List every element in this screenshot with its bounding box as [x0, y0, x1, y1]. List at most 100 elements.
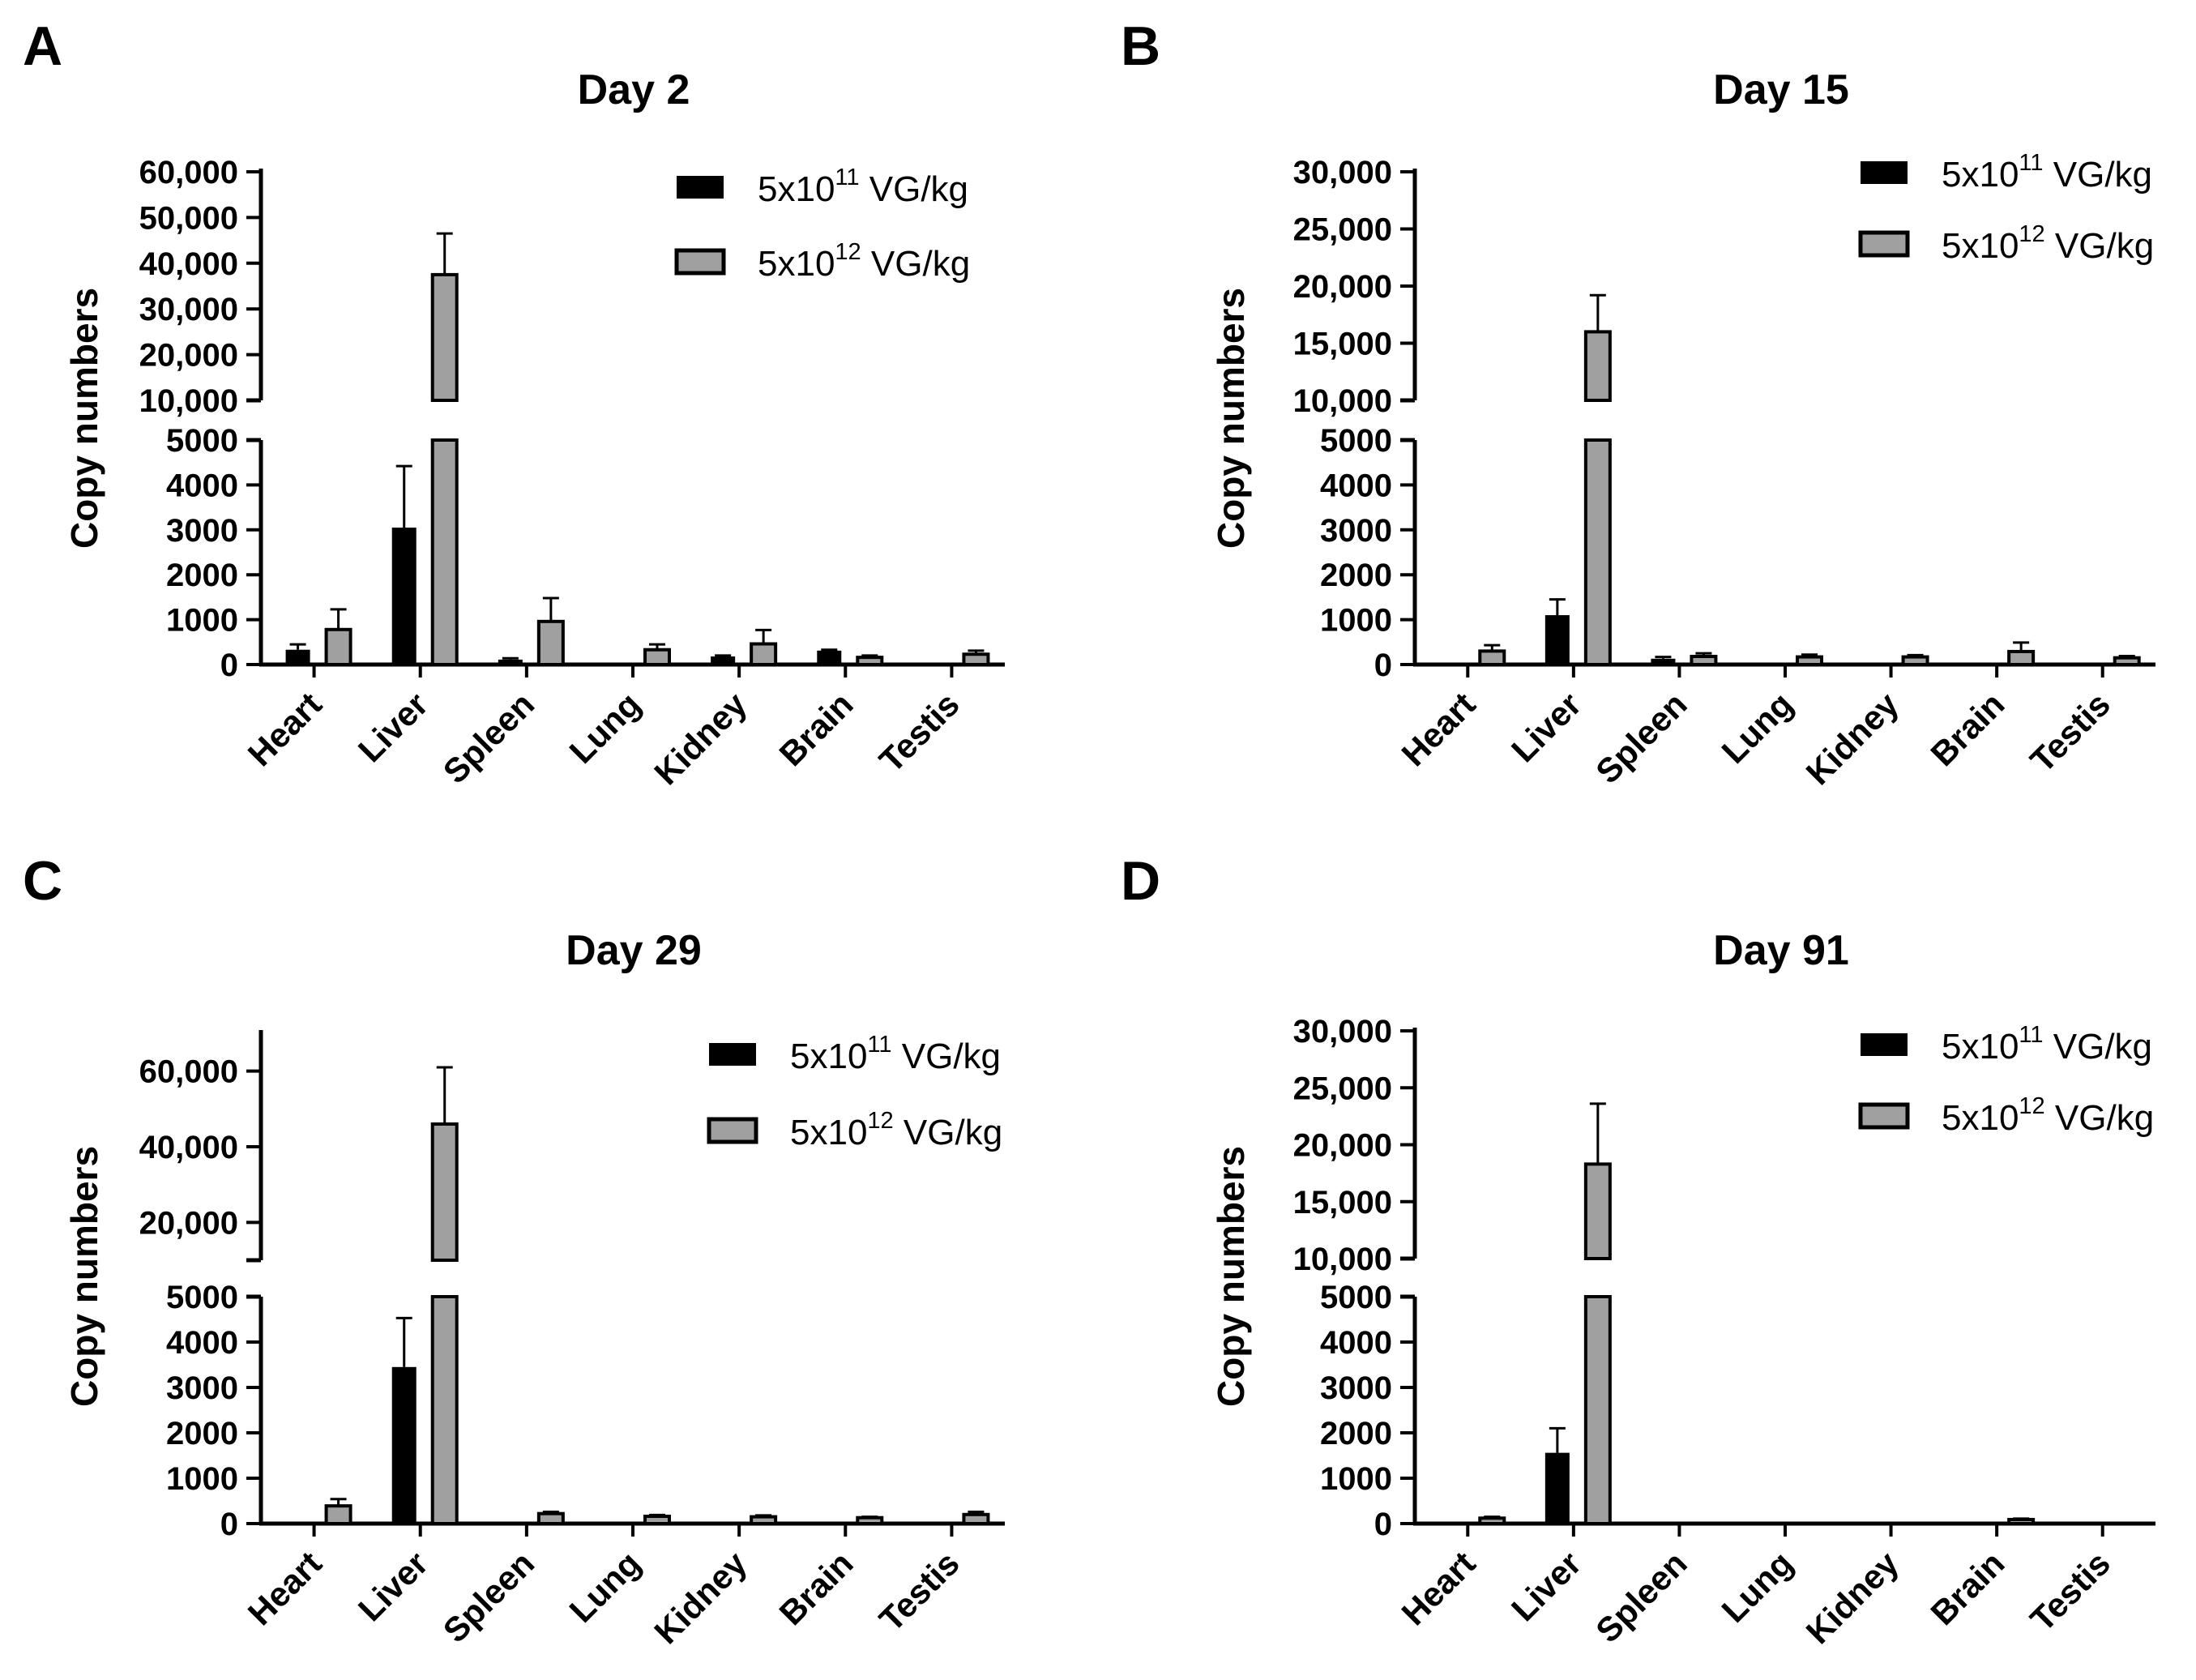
y-tick-label: 5000 [1320, 1280, 1392, 1315]
panel-c: C Day 29 Copy numbers 0 1000 2000 3000 4000 5000… [23, 850, 1005, 1651]
y-tick-label: 30,000 [1293, 155, 1392, 190]
legend-exponent: 11 [867, 1032, 891, 1058]
legend-exponent: 12 [835, 239, 861, 265]
y-tick-label: 1000 [166, 603, 238, 639]
y-tick-label: 2000 [1320, 558, 1392, 593]
legend-base: 5x10 [1942, 1098, 2019, 1138]
y-tick-label: 4000 [1320, 468, 1392, 503]
y-tick-label: 0 [1374, 1507, 1392, 1542]
bar-liver-series-2 [430, 272, 459, 402]
y-tick-label: 30,000 [1293, 1014, 1392, 1049]
legend-base: 5x10 [790, 1113, 867, 1152]
x-tick-label: Brain [1923, 685, 2011, 773]
bar-lung-series-2 [1796, 655, 1823, 666]
bar-liver-series-2 [1583, 1295, 1612, 1525]
panel-letter: C [23, 850, 62, 912]
panel-letter: A [23, 15, 62, 77]
x-tick-label: Liver [1504, 1544, 1588, 1628]
bar-kidney-series-1 [711, 656, 736, 665]
y-tick-label: 25,000 [1293, 1071, 1392, 1106]
legend-exponent: 12 [2019, 1093, 2044, 1119]
y-tick-label: 4000 [166, 468, 238, 503]
legend-label-2: 5x1012 VG/kg [790, 1108, 1002, 1152]
legend-unit: VG/kg [2044, 1027, 2153, 1067]
y-tick-label: 2000 [1320, 1416, 1392, 1451]
legend-exponent: 11 [2019, 1022, 2043, 1048]
legend-label-2: 5x1012 VG/kg [1942, 221, 2154, 266]
y-tick-label: 2000 [166, 558, 238, 593]
legend-swatch-2 [707, 1117, 758, 1144]
y-tick-label: 5000 [166, 423, 238, 459]
bar-heart-series-1 [285, 649, 310, 665]
legend-exponent: 11 [835, 165, 859, 190]
x-tick-label: Lung [562, 685, 648, 771]
x-tick-label: Testis [2023, 1544, 2117, 1639]
x-tick-label: Spleen [1588, 1544, 1694, 1650]
x-tick-label: Lung [562, 1544, 648, 1630]
panel-b: B Day 15 Copy numbers 0 1000 2000 3000 4000 5000… [1121, 15, 2155, 792]
bar-liver-series-1 [391, 528, 417, 665]
bar-liver-series-1 [1544, 1452, 1570, 1524]
bar-liver-series-2 [1583, 438, 1612, 666]
bar-liver-series-2 [430, 438, 459, 666]
x-tick-label: Spleen [1588, 685, 1694, 791]
legend-base: 5x10 [790, 1037, 867, 1076]
bar-brain-series-2 [856, 656, 884, 666]
x-tick-label: Kidney [1799, 1544, 1907, 1652]
panel-a: A Day 2 Copy numbers 0 1000 2000 3000 4000 5000 1… [23, 15, 1005, 792]
y-tick-label: 25,000 [1293, 212, 1392, 248]
legend-base: 5x10 [758, 169, 835, 209]
legend-unit: VG/kg [2045, 1098, 2155, 1138]
y-tick-label: 0 [220, 648, 238, 683]
y-tick-label: 20,000 [139, 1205, 238, 1241]
x-tick-label: Brain [772, 1544, 861, 1632]
legend-unit: VG/kg [2044, 155, 2153, 195]
chart-title: Day 91 [1713, 927, 1849, 974]
legend-label-2: 5x1012 VG/kg [758, 239, 970, 284]
bar-brain-series-2 [2007, 1517, 2036, 1525]
y-tick-label: 50,000 [139, 200, 238, 236]
y-axis-label: Copy numbers [63, 288, 105, 549]
bar-kidney-series-2 [750, 642, 778, 666]
bar-spleen-series-1 [1651, 658, 1676, 665]
y-tick-label: 40,000 [139, 246, 238, 282]
x-tick-label: Brain [772, 685, 861, 773]
bar-testis-series-2 [962, 1512, 990, 1526]
bar-testis-series-2 [962, 652, 990, 666]
legend-base: 5x10 [1942, 1027, 2019, 1067]
x-tick-label: Lung [1715, 685, 1801, 771]
legend-label-1: 5x1011 VG/kg [790, 1032, 1001, 1076]
chart-title: Day 2 [578, 66, 690, 113]
x-tick-label: Brain [1923, 1544, 2011, 1632]
y-tick-label: 10,000 [1293, 1242, 1392, 1277]
y-tick-label: 60,000 [139, 155, 238, 190]
legend-swatch-2 [1858, 230, 1910, 258]
legend-base: 5x10 [1942, 226, 2019, 266]
x-tick-label: Kidney [647, 685, 754, 793]
legend-unit: VG/kg [2045, 226, 2155, 266]
bar-liver-series-1 [391, 1366, 417, 1524]
legend-label-2: 5x1012 VG/kg [1942, 1093, 2154, 1138]
y-tick-label: 15,000 [1293, 327, 1392, 362]
legend-exponent: 11 [2019, 150, 2043, 176]
legend-swatch-1 [1861, 1033, 1908, 1056]
legend-label-1: 5x1011 VG/kg [1942, 150, 2152, 195]
bar-lung-series-2 [643, 1515, 671, 1526]
x-tick-label: Testis [872, 685, 967, 780]
legend-swatch-1 [709, 1043, 756, 1066]
y-tick-label: 20,000 [1293, 269, 1392, 305]
x-tick-label: Heart [241, 1544, 329, 1632]
bar-heart-series-2 [324, 627, 352, 667]
bar-heart-series-2 [1478, 1516, 1506, 1526]
y-tick-label: 60,000 [139, 1054, 238, 1090]
bar-spleen-series-2 [536, 1511, 565, 1526]
x-tick-label: Testis [2023, 685, 2117, 780]
legend-exponent: 12 [2019, 221, 2044, 247]
y-tick-label: 5000 [166, 1280, 238, 1315]
y-tick-label: 4000 [166, 1325, 238, 1361]
legend-unit: VG/kg [892, 1037, 1002, 1076]
x-tick-label: Spleen [436, 1544, 542, 1650]
bar-kidney-series-2 [750, 1515, 778, 1525]
x-tick-label: Heart [1394, 1544, 1482, 1632]
